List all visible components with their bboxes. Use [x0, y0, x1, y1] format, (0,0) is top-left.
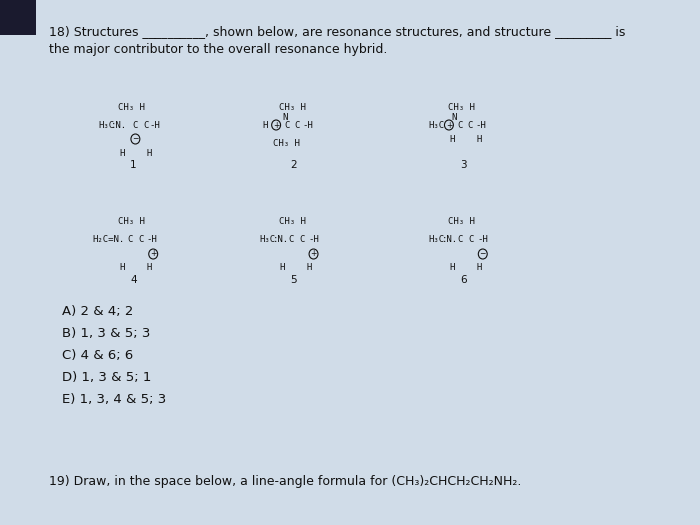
Text: D) 1, 3 & 5; 1: D) 1, 3 & 5; 1 [62, 371, 152, 384]
Text: H₂C=N.: H₂C=N. [92, 236, 125, 245]
Text: CH₃ H: CH₃ H [279, 217, 306, 226]
Text: H₃C: H₃C [259, 236, 275, 245]
Text: N: N [282, 112, 288, 121]
Text: +: + [310, 249, 316, 258]
Text: C: C [458, 236, 463, 245]
Text: C: C [127, 236, 133, 245]
Text: C: C [300, 236, 304, 245]
Text: A) 2 & 4; 2: A) 2 & 4; 2 [62, 305, 134, 318]
Text: H    H: H H [120, 149, 153, 158]
Text: H₃C: H₃C [428, 121, 444, 130]
Text: H: H [262, 121, 268, 130]
Text: −: − [480, 249, 486, 258]
Text: E) 1, 3, 4 & 5; 3: E) 1, 3, 4 & 5; 3 [62, 393, 167, 406]
Text: 6: 6 [460, 275, 466, 285]
Text: -H: -H [150, 121, 160, 130]
Text: :N.: :N. [111, 121, 127, 130]
Text: C: C [138, 236, 144, 245]
Text: -H: -H [477, 236, 488, 245]
Text: -H: -H [146, 236, 157, 245]
Text: −: − [132, 134, 139, 143]
Text: B) 1, 3 & 5; 3: B) 1, 3 & 5; 3 [62, 327, 150, 340]
Text: 1: 1 [130, 160, 137, 170]
Text: H    H: H H [281, 264, 313, 272]
Text: CH₃ H: CH₃ H [448, 102, 475, 111]
Text: CH₃ H: CH₃ H [279, 102, 306, 111]
Text: 18) Structures __________, shown below, are resonance structures, and structure : 18) Structures __________, shown below, … [49, 25, 625, 56]
Text: C: C [457, 121, 462, 130]
Text: C: C [144, 121, 149, 130]
Text: +: + [273, 121, 279, 130]
Text: C: C [295, 121, 300, 130]
Text: 3: 3 [460, 160, 466, 170]
Text: H₃C: H₃C [99, 121, 115, 130]
Text: 2: 2 [290, 160, 298, 170]
Text: -H: -H [475, 121, 486, 130]
Text: C: C [468, 121, 473, 130]
Text: C: C [133, 121, 138, 130]
Text: CH₃ H: CH₃ H [274, 139, 300, 148]
Text: H    H: H H [449, 264, 482, 272]
Text: +: + [150, 249, 156, 258]
Text: 19) Draw, in the space below, a line-angle formula for (CH₃)₂CHCH₂CH₂NH₂.: 19) Draw, in the space below, a line-ang… [49, 475, 522, 488]
Text: CH₃ H: CH₃ H [448, 217, 475, 226]
Text: -H: -H [303, 121, 314, 130]
Text: C: C [284, 121, 290, 130]
Text: H    H: H H [449, 134, 482, 143]
Text: +: + [446, 121, 452, 130]
Text: C: C [468, 236, 474, 245]
Text: C: C [288, 236, 294, 245]
Text: N: N [452, 112, 457, 121]
Text: :N.: :N. [442, 236, 458, 245]
Text: -H: -H [308, 236, 319, 245]
Text: H    H: H H [120, 264, 153, 272]
Text: H₃C: H₃C [428, 236, 444, 245]
Text: :N.: :N. [272, 236, 288, 245]
FancyBboxPatch shape [0, 0, 36, 35]
Text: C) 4 & 6; 6: C) 4 & 6; 6 [62, 349, 134, 362]
Text: 4: 4 [130, 275, 137, 285]
Text: 5: 5 [290, 275, 298, 285]
Text: CH₃ H: CH₃ H [118, 217, 146, 226]
Text: CH₃ H: CH₃ H [118, 102, 146, 111]
